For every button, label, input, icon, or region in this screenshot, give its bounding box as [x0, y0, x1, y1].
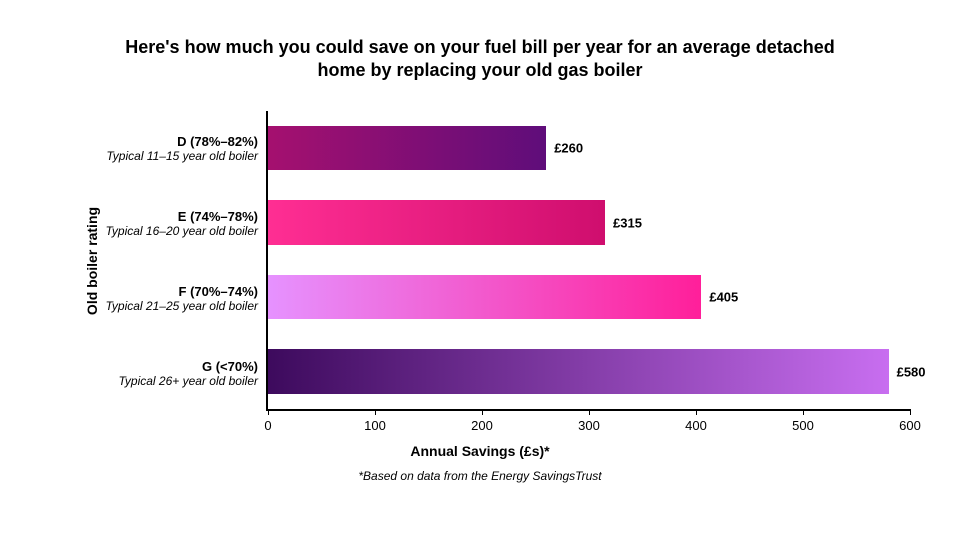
- bar: £260: [268, 126, 546, 171]
- x-tick-label: 400: [685, 418, 707, 433]
- category-label: D (78%–82%): [177, 134, 258, 149]
- category-label: E (74%–78%): [178, 209, 258, 224]
- category-sublabel: Typical 21–25 year old boiler: [105, 299, 258, 313]
- x-tick-label: 600: [899, 418, 921, 433]
- bar: £580: [268, 349, 889, 394]
- category-labels-col: D (78%–82%)Typical 11–15 year old boiler…: [86, 111, 266, 411]
- plot-area: £260£315£405£580 0100200300400500600: [266, 111, 910, 411]
- chart-footnote: *Based on data from the Energy SavingsTr…: [50, 469, 910, 483]
- bars-layer: £260 £315 £405 £580: [268, 111, 910, 409]
- x-tick-mark: [268, 409, 269, 415]
- bar: £405: [268, 275, 701, 320]
- category-label: G (<70%): [202, 359, 258, 374]
- x-tick-label: 200: [471, 418, 493, 433]
- category-label-row: D (78%–82%)Typical 11–15 year old boiler: [86, 111, 266, 186]
- x-tick-mark: [375, 409, 376, 415]
- chart-title: Here's how much you could save on your f…: [50, 36, 910, 83]
- y-axis-title-col: Old boiler rating: [50, 111, 86, 411]
- category-label: F (70%–74%): [179, 284, 258, 299]
- bar: £315: [268, 200, 605, 245]
- x-tick-label: 100: [364, 418, 386, 433]
- x-tick-mark: [589, 409, 590, 415]
- bar-row: £580: [268, 334, 910, 409]
- x-axis-title: Annual Savings (£s)*: [50, 443, 910, 459]
- bar-row: £315: [268, 185, 910, 260]
- chart-container: Here's how much you could save on your f…: [0, 0, 960, 540]
- y-axis-title: Old boiler rating: [84, 207, 100, 315]
- x-tick-mark: [803, 409, 804, 415]
- x-tick-mark: [910, 409, 911, 415]
- bar-value-label: £405: [709, 290, 738, 305]
- bar-row: £405: [268, 260, 910, 335]
- x-tick-mark: [482, 409, 483, 415]
- x-tick-label: 500: [792, 418, 814, 433]
- category-sublabel: Typical 26+ year old boiler: [118, 374, 258, 388]
- category-sublabel: Typical 16–20 year old boiler: [105, 224, 258, 238]
- bar-value-label: £315: [613, 215, 642, 230]
- category-label-row: F (70%–74%)Typical 21–25 year old boiler: [86, 261, 266, 336]
- chart-body: Old boiler rating D (78%–82%)Typical 11–…: [50, 111, 910, 411]
- category-label-row: G (<70%)Typical 26+ year old boiler: [86, 336, 266, 411]
- bar-value-label: £580: [897, 364, 926, 379]
- category-label-row: E (74%–78%)Typical 16–20 year old boiler: [86, 186, 266, 261]
- plot-column: £260£315£405£580 0100200300400500600: [266, 111, 910, 411]
- bar-value-label: £260: [554, 141, 583, 156]
- x-tick-label: 0: [264, 418, 271, 433]
- x-tick-label: 300: [578, 418, 600, 433]
- x-tick-mark: [696, 409, 697, 415]
- category-sublabel: Typical 11–15 year old boiler: [106, 149, 258, 163]
- bar-row: £260: [268, 111, 910, 186]
